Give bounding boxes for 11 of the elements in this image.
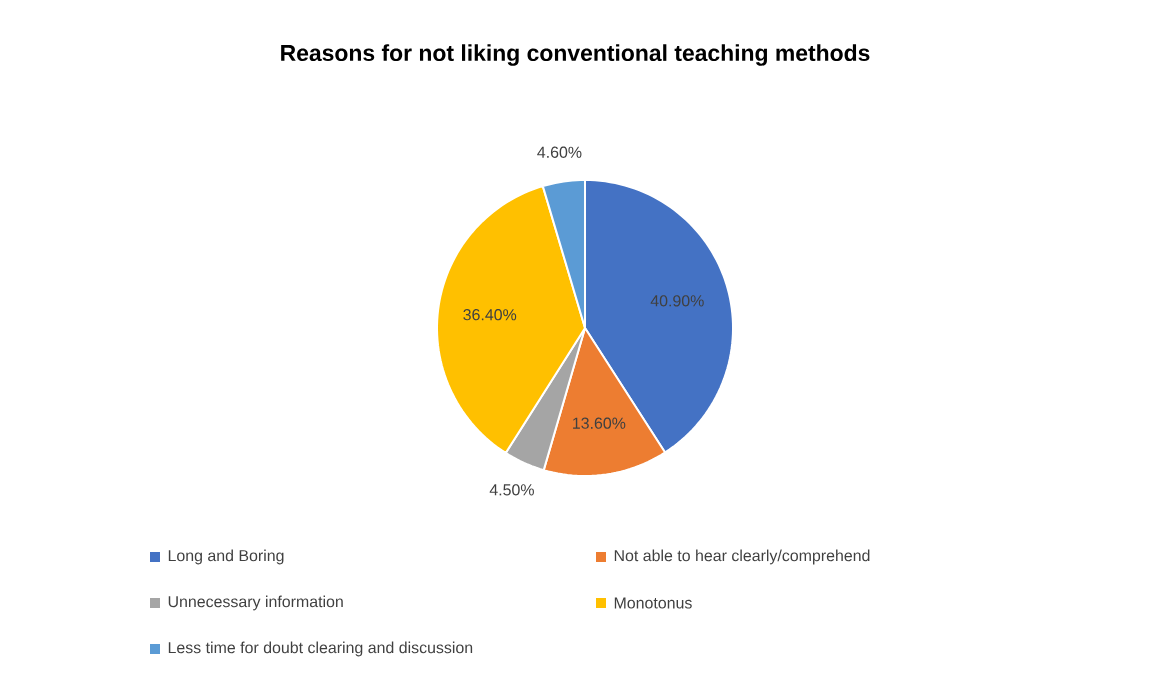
legend-label: Monotonus bbox=[614, 597, 692, 609]
legend-label: Less time for doubt clearing and discussion bbox=[168, 641, 473, 657]
legend-label: Not able to hear clearly/comprehend bbox=[614, 549, 870, 565]
legend-label: Long and Boring bbox=[168, 549, 284, 565]
data-label: 4.50% bbox=[489, 484, 534, 496]
legend-label: Unnecessary information bbox=[168, 595, 343, 611]
data-label: 36.40% bbox=[463, 309, 517, 321]
chart-title: Reasons for not liking conventional teaching methods bbox=[281, 44, 870, 66]
data-label: 40.90% bbox=[650, 295, 704, 307]
data-label: 13.60% bbox=[573, 417, 626, 429]
data-label: 4.60% bbox=[537, 146, 582, 158]
